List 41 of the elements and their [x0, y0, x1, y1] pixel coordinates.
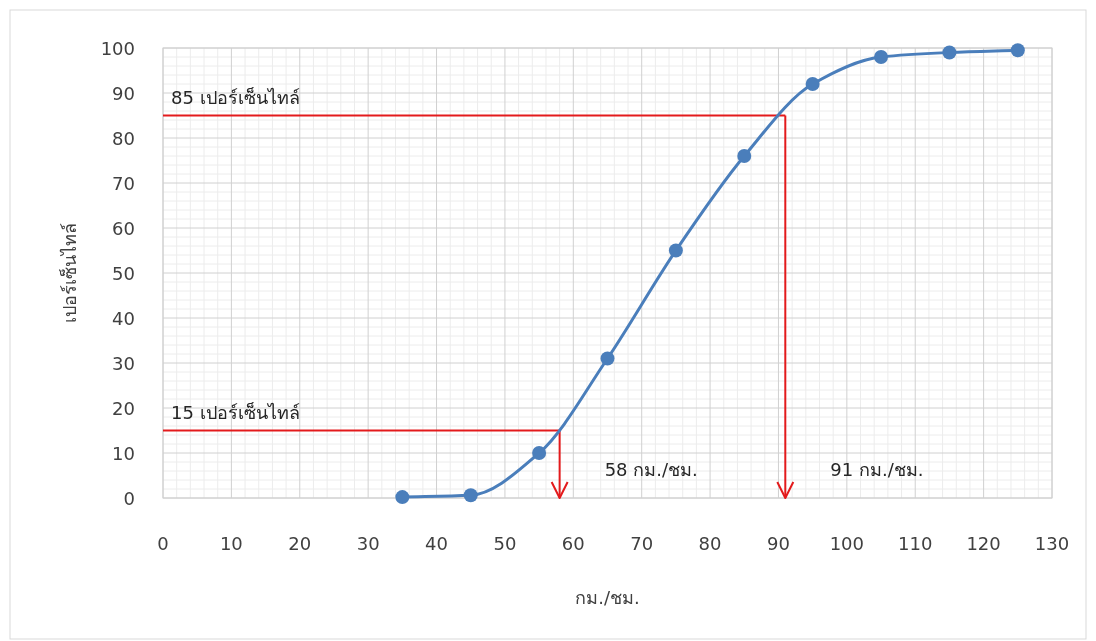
y-tick-label: 0: [123, 488, 135, 509]
point: [1010, 43, 1025, 58]
x-tick-label: 90: [767, 533, 790, 554]
point: [600, 351, 615, 366]
y-tick-label: 20: [112, 398, 135, 419]
y-axis-title: เปอร์เซ็นไทล์: [58, 223, 80, 323]
point: [668, 243, 683, 258]
ref-line-label: 58 กม./ชม.: [604, 459, 698, 480]
point: [942, 45, 957, 60]
x-tick-label: 100: [829, 533, 865, 554]
x-tick-label: 40: [425, 533, 448, 554]
x-tick-label: 80: [698, 533, 722, 554]
x-tick-label: 50: [493, 533, 517, 554]
ref-line-label: 91 กม./ชม.: [830, 459, 924, 480]
point: [737, 149, 752, 163]
x-tick-label: 30: [356, 533, 380, 554]
y-tick-label: 40: [112, 308, 135, 329]
ref-line-label: 15 เปอร์เซ็นไทล์: [171, 400, 300, 423]
x-tick-label: 60: [561, 533, 585, 554]
y-tick-label: 30: [112, 353, 135, 374]
x-tick-label: 130: [1034, 533, 1070, 554]
y-tick-label: 90: [112, 83, 135, 104]
point: [874, 50, 889, 64]
point: [463, 488, 478, 503]
y-tick-label: 60: [112, 218, 135, 239]
point: [395, 490, 410, 505]
y-tick-label: 80: [112, 128, 135, 149]
x-tick-label: 10: [219, 533, 243, 554]
y-tick-label: 70: [112, 173, 135, 194]
x-tick-label: 20: [288, 533, 312, 554]
y-tick-label: 10: [112, 443, 135, 464]
ref-line-label: 85 เปอร์เซ็นไทล์: [171, 85, 300, 108]
point: [805, 77, 820, 91]
x-tick-label: 120: [966, 533, 1001, 554]
y-tick-label: 50: [112, 263, 135, 284]
x-tick-label: 0: [157, 533, 169, 554]
point: [532, 446, 547, 460]
y-tick-label: 100: [100, 38, 135, 59]
x-tick-label: 110: [898, 533, 933, 554]
x-tick-label: 70: [630, 533, 654, 554]
x-axis-title: กม./ชม.: [575, 587, 640, 608]
